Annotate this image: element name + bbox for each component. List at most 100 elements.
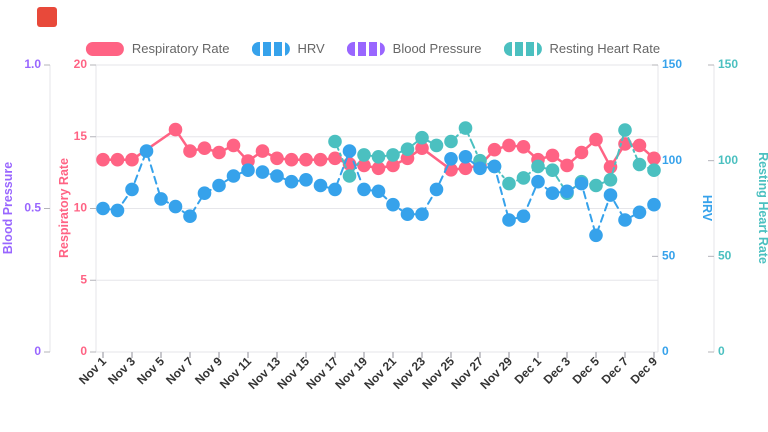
data-point-respiratory-rate[interactable] [502, 138, 516, 153]
data-point-hrv[interactable] [603, 188, 618, 202]
data-point-hrv[interactable] [328, 182, 342, 197]
data-point-resting-heart-rate[interactable] [400, 142, 415, 156]
data-point-hrv[interactable] [487, 159, 502, 174]
data-point-respiratory-rate[interactable] [415, 141, 429, 155]
data-point-resting-heart-rate[interactable] [647, 163, 661, 177]
data-point-respiratory-rate[interactable] [516, 140, 531, 154]
data-point-resting-heart-rate[interactable] [386, 148, 400, 162]
legend-item-respiratory-rate[interactable]: Respiratory Rate [85, 40, 229, 58]
data-point-hrv[interactable] [473, 161, 487, 176]
data-point-resting-heart-rate[interactable] [371, 150, 386, 164]
data-point-resting-heart-rate[interactable] [618, 123, 632, 137]
legend-item-blood-pressure[interactable]: Blood Pressure [346, 40, 482, 58]
data-point-hrv[interactable] [560, 184, 574, 199]
data-point-respiratory-rate[interactable] [212, 145, 226, 160]
data-point-hrv[interactable] [371, 184, 386, 199]
data-point-resting-heart-rate[interactable] [531, 159, 545, 174]
data-point-respiratory-rate[interactable] [632, 138, 647, 153]
data-point-hrv[interactable] [357, 182, 371, 197]
data-point-hrv[interactable] [444, 152, 458, 166]
data-point-respiratory-rate[interactable] [110, 152, 125, 167]
data-point-hrv[interactable] [531, 174, 545, 189]
data-point-hrv[interactable] [226, 169, 241, 183]
series-hrv[interactable] [96, 144, 661, 243]
data-point-resting-heart-rate[interactable] [603, 173, 618, 187]
data-point-hrv[interactable] [589, 228, 603, 243]
data-point-hrv[interactable] [386, 197, 400, 212]
data-point-resting-heart-rate[interactable] [502, 176, 516, 191]
data-point-respiratory-rate[interactable] [545, 148, 560, 163]
legend-item-hrv[interactable]: HRV [251, 40, 325, 58]
data-point-hrv[interactable] [313, 178, 328, 193]
data-point-hrv[interactable] [342, 144, 357, 158]
data-point-resting-heart-rate[interactable] [429, 138, 444, 153]
data-point-hrv[interactable] [632, 205, 647, 220]
data-point-respiratory-rate[interactable] [458, 161, 473, 176]
data-point-hrv[interactable] [429, 182, 444, 197]
data-point-respiratory-rate[interactable] [284, 152, 299, 167]
data-point-hrv[interactable] [516, 209, 531, 223]
data-point-respiratory-rate[interactable] [270, 151, 284, 166]
data-point-respiratory-rate[interactable] [299, 152, 313, 167]
data-point-respiratory-rate[interactable] [328, 151, 342, 166]
data-point-respiratory-rate[interactable] [255, 144, 270, 158]
data-point-respiratory-rate[interactable] [226, 138, 241, 153]
data-point-hrv[interactable] [255, 165, 270, 179]
data-point-hrv[interactable] [139, 144, 154, 158]
data-point-hrv[interactable] [270, 169, 284, 183]
data-point-resting-heart-rate[interactable] [516, 171, 531, 185]
axis-tick-label: 100 [718, 153, 738, 167]
x-tick-label: Dec 7 [599, 354, 632, 387]
data-point-hrv[interactable] [168, 199, 183, 214]
data-point-resting-heart-rate[interactable] [589, 178, 603, 193]
axis-tick-label: 0 [80, 344, 87, 358]
data-point-respiratory-rate[interactable] [386, 158, 400, 173]
data-point-resting-heart-rate[interactable] [342, 169, 357, 183]
data-point-respiratory-rate[interactable] [197, 141, 212, 155]
data-point-hrv[interactable] [154, 192, 168, 206]
legend-label-hrv: HRV [297, 41, 325, 56]
data-point-hrv[interactable] [110, 203, 125, 218]
data-point-resting-heart-rate[interactable] [357, 148, 371, 162]
data-point-respiratory-rate[interactable] [371, 161, 386, 176]
data-point-resting-heart-rate[interactable] [632, 157, 647, 172]
data-point-respiratory-rate[interactable] [487, 142, 502, 157]
axis-tick-label: 20 [74, 57, 88, 71]
data-point-hrv[interactable] [574, 176, 589, 191]
data-point-respiratory-rate[interactable] [313, 152, 328, 167]
data-point-hrv[interactable] [299, 173, 313, 187]
data-point-respiratory-rate[interactable] [574, 145, 589, 160]
data-point-resting-heart-rate[interactable] [444, 134, 458, 149]
series-respiratory-rate[interactable] [96, 122, 661, 177]
data-point-resting-heart-rate[interactable] [458, 121, 473, 135]
data-point-hrv[interactable] [502, 213, 516, 227]
data-point-respiratory-rate[interactable] [96, 152, 110, 167]
data-point-respiratory-rate[interactable] [168, 122, 183, 137]
data-point-respiratory-rate[interactable] [647, 151, 661, 166]
data-point-respiratory-rate[interactable] [183, 144, 197, 158]
data-point-hrv[interactable] [197, 186, 212, 200]
data-point-hrv[interactable] [618, 213, 632, 227]
data-point-respiratory-rate[interactable] [357, 158, 371, 173]
data-point-hrv[interactable] [458, 150, 473, 164]
x-tick-label: Nov 1 [76, 354, 109, 387]
data-point-hrv[interactable] [545, 186, 560, 200]
data-point-resting-heart-rate[interactable] [545, 163, 560, 177]
data-point-hrv[interactable] [284, 174, 299, 189]
data-point-resting-heart-rate[interactable] [328, 134, 342, 149]
data-point-hrv[interactable] [183, 209, 197, 223]
data-point-hrv[interactable] [125, 182, 139, 197]
axis-tick-label: 10 [74, 201, 88, 215]
data-point-respiratory-rate[interactable] [125, 152, 139, 167]
legend-item-resting-heart-rate[interactable]: Resting Heart Rate [503, 40, 660, 58]
data-point-hrv[interactable] [241, 163, 255, 177]
data-point-hrv[interactable] [415, 207, 429, 221]
data-point-respiratory-rate[interactable] [560, 158, 574, 173]
data-point-respiratory-rate[interactable] [589, 132, 603, 147]
data-point-hrv[interactable] [647, 197, 661, 212]
data-point-resting-heart-rate[interactable] [415, 130, 429, 145]
data-point-hrv[interactable] [400, 207, 415, 221]
data-point-hrv[interactable] [96, 201, 110, 216]
data-point-hrv[interactable] [212, 178, 226, 193]
